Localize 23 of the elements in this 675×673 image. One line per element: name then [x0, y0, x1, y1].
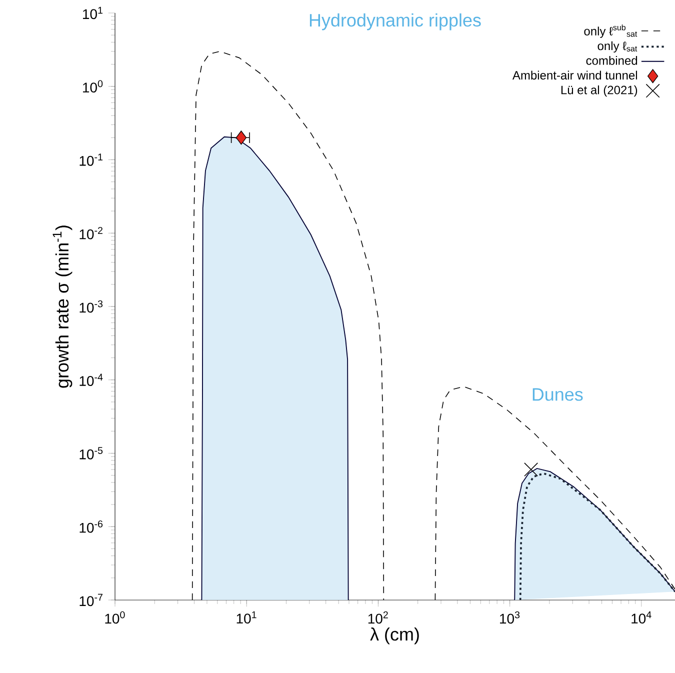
legend-label: Lü et al (2021): [561, 85, 638, 97]
y-tick-label: 10$^{-7}$: [80, 594, 102, 606]
legend-label: only ℓ$^{sub}$sat: [584, 24, 638, 38]
legend-label: Ambient-air wind tunnel: [512, 70, 637, 80]
x-tick-label: 10$^{0}$: [105, 611, 125, 624]
y-tick-label: 10$^{-1}$: [80, 154, 102, 166]
y-tick-label: 10$^{-2}$: [80, 226, 102, 240]
annotation: Hydrodynamic ripples: [310, 13, 481, 30]
x-tick-label: 10$^{1}$: [236, 611, 256, 624]
x-tick-label: 10$^{4}$: [632, 611, 652, 624]
x-axis-title: λ (cm): [370, 627, 419, 644]
annotation: Dunes: [532, 388, 583, 401]
y-tick-label: 10$^{1}$: [83, 6, 102, 20]
y-tick-label: 10$^{-5}$: [80, 447, 103, 460]
y-tick-label: 10$^{0}$: [83, 80, 103, 93]
y-tick-label: 10$^{-3}$: [80, 300, 103, 313]
legend-label: combined: [586, 56, 638, 65]
x-tick-label: 10$^{3}$: [500, 611, 520, 624]
y-tick-label: 10$^{-6}$: [80, 520, 103, 533]
x-tick-label: 10$^{2}$: [368, 611, 388, 624]
legend-label: only ℓ$_{sat}$: [598, 41, 638, 53]
y-axis-title: growth rate σ (min$^{-1}$): [52, 226, 72, 388]
y-tick-label: 10$^{-4}$: [80, 374, 103, 386]
